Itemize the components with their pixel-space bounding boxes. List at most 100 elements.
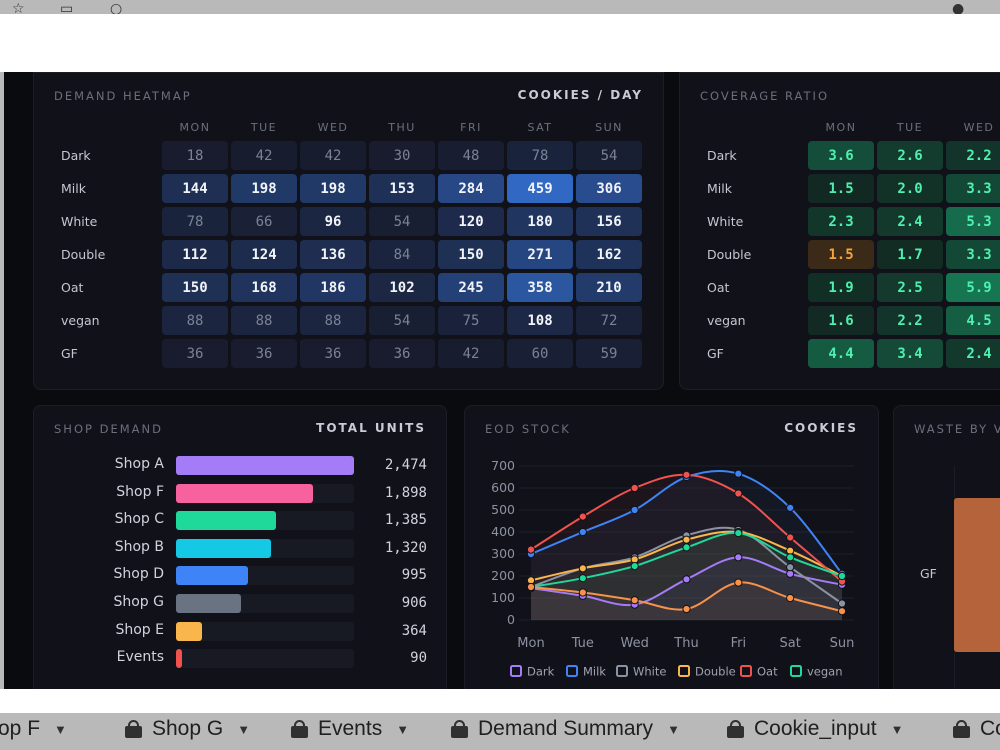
waste-bar — [954, 498, 1000, 652]
heatmap-cell[interactable]: 42 — [300, 141, 366, 170]
caret-down-icon[interactable]: ▼ — [890, 721, 904, 737]
heatmap-cell[interactable]: 186 — [300, 273, 366, 302]
heatmap-cell[interactable]: 60 — [507, 339, 573, 368]
heatmap-cell[interactable]: 54 — [369, 306, 435, 335]
data-point — [682, 575, 691, 584]
tab-events[interactable]: Events ▼ — [291, 717, 409, 741]
heatmap-cell[interactable]: 36 — [162, 339, 228, 368]
heatmap-cell[interactable]: 112 — [162, 240, 228, 269]
heatmap-cell[interactable]: 124 — [231, 240, 297, 269]
heatmap-cell[interactable]: 108 — [507, 306, 573, 335]
caret-down-icon[interactable]: ▼ — [237, 721, 251, 737]
coverage-cell[interactable]: 2.2 — [946, 141, 1000, 170]
coverage-cell[interactable]: 5.3 — [946, 207, 1000, 236]
coverage-cell[interactable]: 1.6 — [808, 306, 874, 335]
bar-fill[interactable] — [176, 456, 354, 475]
heatmap-cell[interactable]: 54 — [576, 141, 642, 170]
account-icon[interactable]: ● — [952, 1, 965, 14]
coverage-cell[interactable]: 3.6 — [808, 141, 874, 170]
caret-down-icon[interactable]: ▼ — [396, 721, 410, 737]
heatmap-cell[interactable]: 72 — [576, 306, 642, 335]
heatmap-cell[interactable]: 102 — [369, 273, 435, 302]
tab-shop-g[interactable]: Shop G ▼ — [125, 717, 250, 741]
coverage-cell[interactable]: 2.4 — [877, 207, 943, 236]
coverage-cell[interactable]: 2.2 — [877, 306, 943, 335]
bar-fill[interactable] — [176, 621, 203, 641]
heatmap-cell[interactable]: 284 — [438, 174, 504, 203]
heatmap-cell[interactable]: 210 — [576, 273, 642, 302]
tab-shop-f[interactable]: op F ▼ — [0, 717, 67, 741]
coverage-cell[interactable]: 1.5 — [808, 240, 874, 269]
tab-cookie-input[interactable]: Cookie_input ▼ — [727, 717, 903, 741]
caret-down-icon[interactable]: ▼ — [54, 721, 67, 737]
heatmap-cell[interactable]: 59 — [576, 339, 642, 368]
coverage-cell[interactable]: 1.9 — [808, 273, 874, 302]
heatmap-cell[interactable]: 36 — [369, 339, 435, 368]
data-point — [837, 599, 847, 608]
bar-fill[interactable] — [176, 566, 248, 586]
heatmap-cell[interactable]: 78 — [507, 141, 573, 170]
heatmap-cell[interactable]: 66 — [231, 207, 297, 236]
bar-fill[interactable] — [176, 511, 276, 531]
heatmap-cell[interactable]: 144 — [162, 174, 228, 203]
coverage-ratio-panel: COVERAGE RATIO MON TUE WED Dark 3.6 2.6 2.2 Mil… — [679, 72, 1000, 390]
coverage-cell[interactable]: 2.5 — [877, 273, 943, 302]
heatmap-cell[interactable]: 306 — [576, 174, 642, 203]
bar-fill[interactable] — [176, 483, 313, 503]
heatmap-cell[interactable]: 36 — [300, 339, 366, 368]
heatmap-cell[interactable]: 120 — [438, 207, 504, 236]
bar-fill[interactable] — [176, 594, 242, 613]
heatmap-cell[interactable]: 150 — [162, 273, 228, 302]
coverage-cell[interactable]: 4.5 — [946, 306, 1000, 335]
heatmap-cell[interactable]: 36 — [231, 339, 297, 368]
coverage-cell[interactable]: 2.3 — [808, 207, 874, 236]
heatmap-cell[interactable]: 168 — [231, 273, 297, 302]
tab-demand-summary[interactable]: Demand Summary ▼ — [451, 717, 680, 741]
heatmap-cell[interactable]: 54 — [369, 207, 435, 236]
coverage-cell[interactable]: 5.9 — [946, 273, 1000, 302]
coverage-cell[interactable]: 4.4 — [808, 339, 874, 368]
coverage-cell[interactable]: 3.4 — [877, 339, 943, 368]
bar-fill[interactable] — [176, 538, 271, 558]
coverage-cell[interactable]: 3.3 — [946, 174, 1000, 203]
heatmap-cell[interactable]: 42 — [231, 141, 297, 170]
folder-icon[interactable]: ▭ — [60, 1, 74, 14]
heatmap-cell[interactable]: 88 — [162, 306, 228, 335]
heatmap-cell[interactable]: 88 — [231, 306, 297, 335]
heatmap-cell[interactable]: 198 — [300, 174, 366, 203]
y-tick-label: 100 — [491, 590, 515, 605]
heatmap-cell[interactable]: 162 — [576, 240, 642, 269]
coverage-cell[interactable]: 2.6 — [877, 141, 943, 170]
heatmap-cell[interactable]: 153 — [369, 174, 435, 203]
coverage-cell[interactable]: 2.4 — [946, 339, 1000, 368]
coverage-cell[interactable]: 3.3 — [946, 240, 1000, 269]
star-icon[interactable]: ☆ — [12, 1, 25, 14]
bar-fill[interactable] — [176, 649, 183, 669]
coverage-cell[interactable]: 2.0 — [877, 174, 943, 203]
heatmap-cell[interactable]: 96 — [300, 207, 366, 236]
heatmap-cell[interactable]: 245 — [438, 273, 504, 302]
heatmap-cell[interactable]: 75 — [438, 306, 504, 335]
heatmap-cell[interactable]: 459 — [507, 174, 573, 203]
data-point — [734, 578, 743, 587]
heatmap-cell[interactable]: 48 — [438, 141, 504, 170]
heatmap-cell[interactable]: 42 — [438, 339, 504, 368]
heatmap-cell[interactable]: 78 — [162, 207, 228, 236]
caret-down-icon[interactable]: ▼ — [667, 721, 680, 737]
heatmap-cell[interactable]: 88 — [300, 306, 366, 335]
heatmap-cell[interactable]: 180 — [507, 207, 573, 236]
coverage-cell[interactable]: 1.7 — [877, 240, 943, 269]
search-icon[interactable]: ○ — [110, 1, 123, 14]
x-tick-label: Sun — [830, 636, 855, 651]
heatmap-cell[interactable]: 271 — [507, 240, 573, 269]
tab-co[interactable]: Co — [953, 717, 1000, 741]
heatmap-cell[interactable]: 198 — [231, 174, 297, 203]
heatmap-cell[interactable]: 136 — [300, 240, 366, 269]
heatmap-cell[interactable]: 30 — [369, 141, 435, 170]
heatmap-cell[interactable]: 150 — [438, 240, 504, 269]
heatmap-cell[interactable]: 358 — [507, 273, 573, 302]
heatmap-cell[interactable]: 156 — [576, 207, 642, 236]
heatmap-cell[interactable]: 18 — [162, 141, 228, 170]
coverage-cell[interactable]: 1.5 — [808, 174, 874, 203]
heatmap-cell[interactable]: 84 — [369, 240, 435, 269]
